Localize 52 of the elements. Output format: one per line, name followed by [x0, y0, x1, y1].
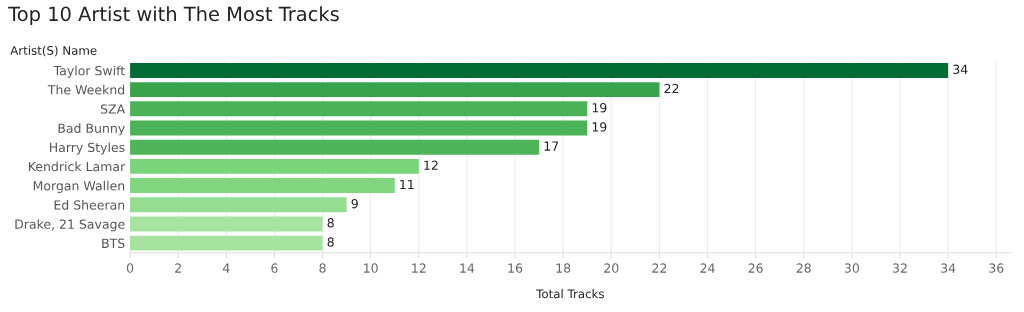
- data-label: 12: [424, 160, 438, 170]
- chart-title: Top 10 Artist with The Most Tracks: [8, 6, 339, 26]
- bar: [130, 178, 395, 194]
- x-tick-label: 12: [412, 263, 426, 273]
- x-tick-label: 2: [175, 263, 181, 273]
- data-label: 34: [953, 64, 968, 75]
- x-tick-label: 22: [652, 263, 667, 273]
- x-tick-label: 10: [364, 263, 378, 273]
- data-label: 9: [351, 198, 358, 209]
- y-tick-label: Drake, 21 Savage: [15, 219, 125, 232]
- y-tick-label: Morgan Wallen: [33, 180, 125, 193]
- data-label: 22: [664, 83, 679, 94]
- y-tick-label: Bad Bunny: [58, 123, 125, 136]
- bar: [130, 158, 419, 174]
- x-tick-label: 36: [989, 263, 1004, 273]
- data-label: 8: [327, 218, 334, 228]
- x-tick-label: 26: [748, 263, 763, 273]
- x-tick-label: 0: [126, 263, 134, 273]
- y-tick-label: SZA: [100, 104, 126, 114]
- bar: [130, 216, 323, 232]
- x-tick-label: 16: [508, 263, 523, 273]
- bar: [130, 120, 588, 136]
- bar: [130, 82, 660, 98]
- x-tick-label: 8: [319, 263, 326, 273]
- y-tick-label: Harry Styles: [50, 142, 125, 155]
- x-tick-label: 18: [556, 263, 571, 273]
- x-tick-label: 34: [941, 263, 956, 273]
- y-tick-label: The Weeknd: [47, 84, 125, 95]
- data-label: 17: [544, 141, 559, 151]
- x-tick-label: 28: [796, 263, 811, 273]
- x-tick-label: 14: [460, 263, 475, 273]
- y-tick-label: Kendrick Lamar: [29, 161, 126, 172]
- x-tick-label: 30: [844, 263, 860, 273]
- x-axis-title: Total Tracks: [536, 289, 604, 299]
- bar: [130, 139, 540, 155]
- bar: [130, 235, 323, 251]
- y-tick-label: Ed Sheeran: [54, 200, 125, 210]
- y-tick-label: BTS: [102, 238, 125, 249]
- bar: [130, 101, 588, 117]
- x-tick-label: 24: [700, 263, 715, 273]
- data-label: 8: [327, 237, 334, 247]
- bar: [130, 197, 347, 213]
- x-tick-label: 6: [271, 263, 278, 273]
- x-tick-label: 32: [893, 263, 907, 273]
- data-label: 19: [592, 102, 607, 113]
- y-tick-label: Taylor Swift: [53, 65, 125, 78]
- data-label: 11: [400, 179, 414, 190]
- x-tick-label: 20: [604, 263, 619, 273]
- data-label: 19: [592, 122, 607, 132]
- y-axis-title: Artist(S) Name: [10, 45, 97, 57]
- x-tick-label: 4: [222, 263, 230, 273]
- bar: [130, 62, 949, 78]
